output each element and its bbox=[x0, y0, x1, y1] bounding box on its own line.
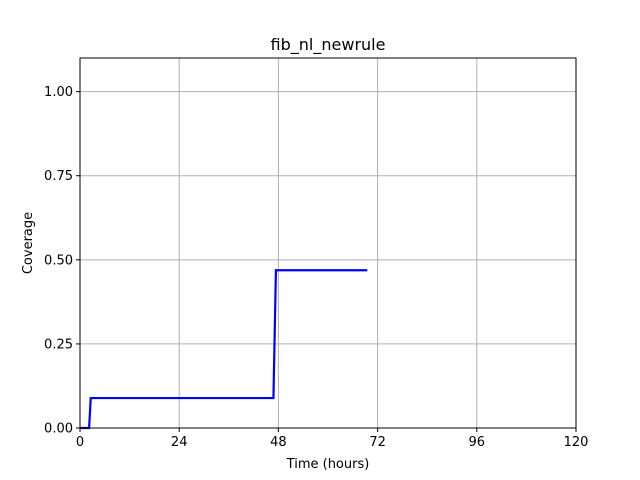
y-axis-label: Coverage bbox=[21, 212, 36, 274]
plot-frame bbox=[79, 57, 577, 429]
x-tick-label: 24 bbox=[171, 435, 188, 450]
x-tick-label: 72 bbox=[369, 435, 386, 450]
x-tick-label: 48 bbox=[270, 435, 287, 450]
y-tick-label: 0.25 bbox=[44, 337, 73, 352]
y-tick-label: 1.00 bbox=[44, 85, 73, 100]
x-tick-label: 120 bbox=[564, 435, 589, 450]
x-tick-label: 96 bbox=[469, 435, 486, 450]
x-axis-label: Time (hours) bbox=[286, 457, 370, 472]
y-tick-label: 0.00 bbox=[44, 422, 73, 437]
chart-title: fib_nl_newrule bbox=[271, 35, 386, 55]
x-axis-ticks: 0 24 48 72 96 120 bbox=[76, 428, 589, 450]
y-axis-ticks: 0.00 0.25 0.50 0.75 1.00 bbox=[44, 85, 80, 437]
x-tick-label: 0 bbox=[76, 435, 84, 450]
y-tick-label: 0.75 bbox=[44, 169, 73, 184]
y-tick-label: 0.50 bbox=[44, 253, 73, 268]
